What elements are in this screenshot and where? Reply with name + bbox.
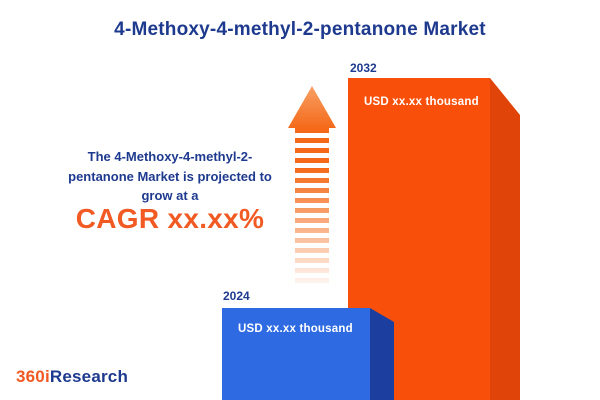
bar-2032-side-face xyxy=(490,78,520,400)
growth-arrow-icon xyxy=(288,86,336,128)
bar-2024-value-label: USD xx.xx thousand xyxy=(238,323,353,335)
chart-title: 4-Methoxy-4-methyl-2-pentanone Market xyxy=(114,19,486,40)
bar-2024-side-face xyxy=(370,308,394,400)
projection-text-line1: The 4-Methoxy-4-methyl-2- xyxy=(87,149,253,164)
bar-2032-value-label: USD xx.xx thousand xyxy=(364,96,479,108)
logo-360i-part: 360i xyxy=(16,367,50,386)
growth-arrow-shaft xyxy=(295,128,329,288)
logo-research-part: Research xyxy=(49,367,129,386)
projection-text: The 4-Methoxy-4-methyl-2- pentanone Mark… xyxy=(52,147,288,206)
projection-text-line3: grow at a xyxy=(141,188,199,203)
bar-2032-year-label: 2032 xyxy=(350,61,377,75)
projection-text-line2: pentanone Market is projected to xyxy=(68,168,272,184)
bar-2024-year-label: 2024 xyxy=(223,289,250,303)
logo-360iresearch: 360iResearch xyxy=(16,367,128,387)
cagr-value: CAGR xx.xx% xyxy=(75,203,265,234)
bar-2024 xyxy=(222,308,370,400)
